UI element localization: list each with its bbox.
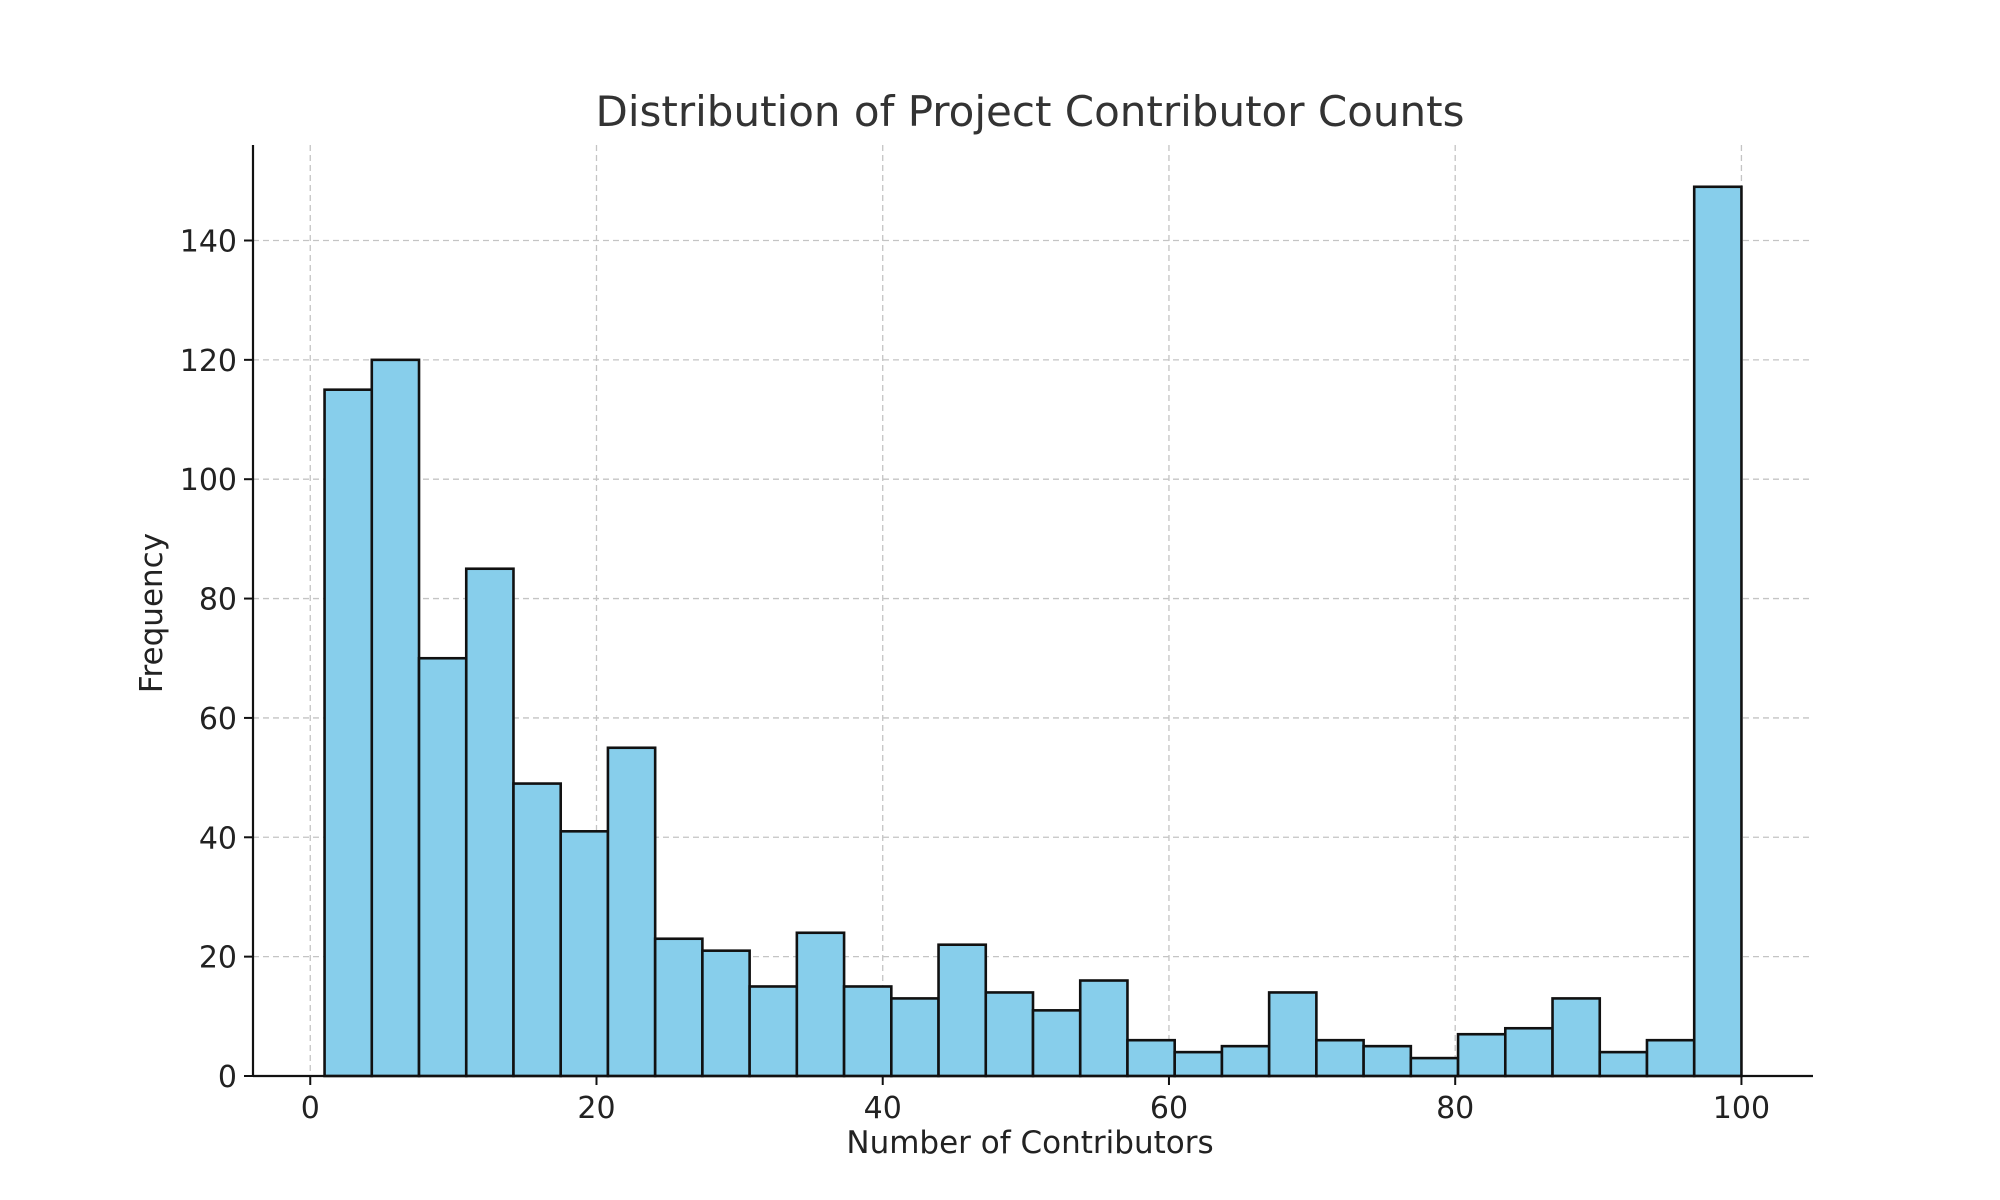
y-tick-label: 80 bbox=[199, 583, 237, 618]
histogram-bar bbox=[1315, 1038, 1365, 1078]
histogram-bar bbox=[748, 985, 799, 1078]
histogram-bar bbox=[464, 567, 515, 1078]
histogram-bar bbox=[795, 931, 846, 1078]
histogram-bar bbox=[512, 782, 563, 1078]
y-tick-label: 100 bbox=[180, 463, 237, 498]
x-tick-label: 0 bbox=[301, 1091, 320, 1126]
x-tick-label: 60 bbox=[1150, 1091, 1188, 1126]
x-ticks: 0 20 40 60 80 100 bbox=[301, 1076, 1770, 1126]
y-ticks: 0 20 40 60 80 100 120 140 bbox=[180, 224, 253, 1095]
y-tick-label: 140 bbox=[180, 224, 237, 259]
histogram-bar bbox=[890, 997, 940, 1078]
y-tick-label: 60 bbox=[199, 702, 237, 737]
histogram-bar bbox=[842, 985, 893, 1078]
histogram-bar bbox=[984, 991, 1035, 1078]
histogram-bar bbox=[1078, 979, 1129, 1078]
axes bbox=[251, 145, 1813, 1078]
y-tick-label: 20 bbox=[199, 941, 237, 976]
histogram-bar bbox=[323, 388, 374, 1078]
histogram-bar bbox=[1267, 991, 1318, 1078]
histogram-bar bbox=[1456, 1032, 1507, 1078]
histogram-bar bbox=[1031, 1009, 1082, 1078]
histogram-bar bbox=[417, 656, 468, 1078]
histogram-bar bbox=[1173, 1050, 1224, 1078]
histogram-bar bbox=[606, 746, 657, 1078]
histogram-bar bbox=[1645, 1038, 1696, 1078]
x-tick-label: 20 bbox=[577, 1091, 615, 1126]
histogram-bar bbox=[1126, 1038, 1176, 1078]
histogram-bar bbox=[653, 937, 704, 1078]
histogram-bar bbox=[1220, 1044, 1271, 1078]
chart-title: Distribution of Project Contributor Coun… bbox=[596, 87, 1465, 136]
histogram-bar bbox=[370, 358, 421, 1078]
x-tick-label: 100 bbox=[1713, 1091, 1770, 1126]
histogram-bar bbox=[1503, 1026, 1554, 1078]
histogram-bar bbox=[1551, 997, 1602, 1078]
histogram-bars bbox=[323, 185, 1743, 1078]
histogram-bar bbox=[1409, 1056, 1460, 1078]
x-tick-label: 40 bbox=[864, 1091, 902, 1126]
x-axis-label: Number of Contributors bbox=[846, 1125, 1213, 1161]
y-axis-label: Frequency bbox=[134, 533, 170, 693]
histogram-bar bbox=[701, 949, 751, 1078]
histogram-bar bbox=[1692, 185, 1743, 1078]
histogram-bar bbox=[1362, 1044, 1413, 1078]
y-tick-label: 40 bbox=[199, 821, 237, 856]
x-tick-label: 80 bbox=[1436, 1091, 1474, 1126]
y-tick-label: 0 bbox=[218, 1060, 237, 1095]
y-tick-label: 120 bbox=[180, 344, 237, 379]
histogram-bar bbox=[1598, 1050, 1649, 1078]
histogram-bar bbox=[937, 943, 988, 1078]
histogram-bar bbox=[559, 830, 610, 1078]
